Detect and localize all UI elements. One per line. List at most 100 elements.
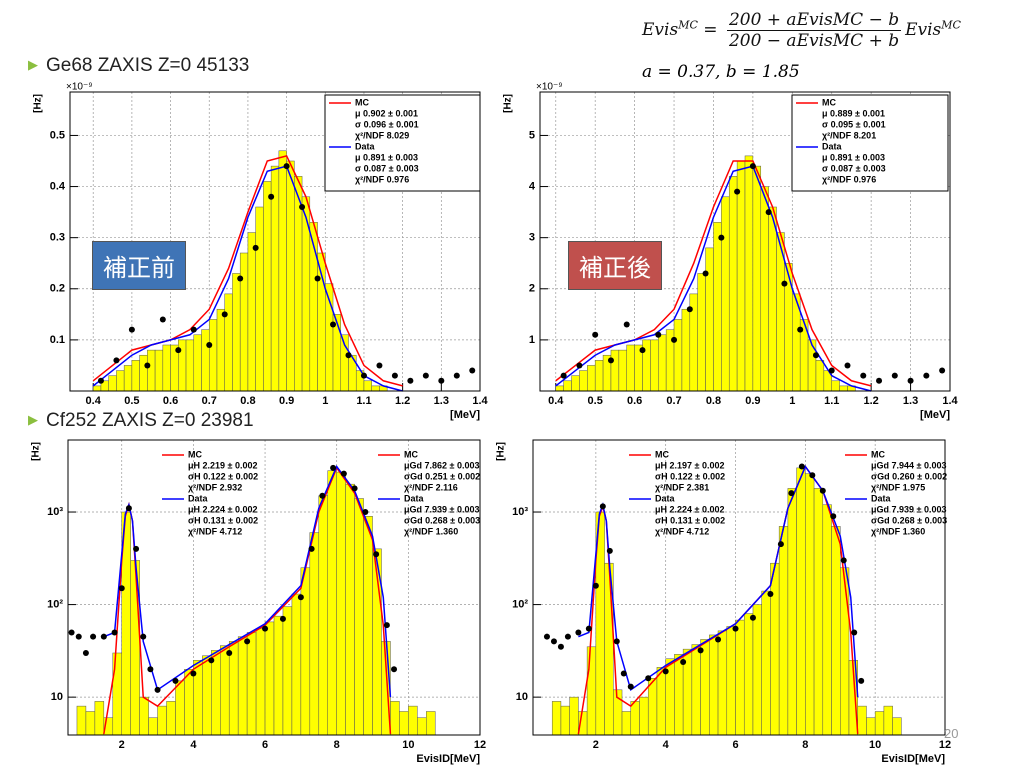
histogram-bar <box>211 650 221 736</box>
data-point <box>819 487 826 494</box>
data-point <box>391 372 398 379</box>
x-axis-label: EvisID[MeV] <box>881 753 945 765</box>
histogram-bar <box>594 360 604 392</box>
data-point <box>812 352 819 359</box>
x-tick-label: 1.4 <box>472 395 488 407</box>
histogram-bar <box>354 498 364 736</box>
histogram-bar <box>237 636 248 736</box>
histogram-bar <box>658 334 667 392</box>
plot-frame <box>532 439 946 736</box>
badge: 補正後 <box>568 241 662 290</box>
histogram-bar <box>639 696 649 736</box>
y-axis-label: [Hz] <box>503 94 514 113</box>
histogram-bar <box>202 655 212 736</box>
data-point <box>383 622 390 629</box>
stats-line: μGd 7.939 ± 0.003 <box>404 504 480 514</box>
histogram-bar <box>363 380 372 392</box>
legend-entry: MC <box>655 449 669 459</box>
stats-line: σ 0.095 ± 0.001 <box>822 119 886 129</box>
x-tick-label: 0.5 <box>588 395 603 407</box>
legend-entry: MC <box>188 449 202 459</box>
data-point <box>208 657 215 664</box>
stats-line: μH 2.224 ± 0.002 <box>655 504 725 514</box>
data-point <box>453 372 460 379</box>
section-title: ▶ Ge68 ZAXIS Z=0 45133 <box>28 55 249 77</box>
histogram-bar <box>705 247 714 392</box>
bullet: ▶ <box>28 412 38 427</box>
histogram-bar <box>263 181 272 392</box>
histogram-bar <box>697 273 706 392</box>
data-point <box>777 541 784 548</box>
histogram-bar <box>193 334 202 392</box>
data-point <box>268 193 275 200</box>
section-text: Ge68 ZAXIS Z=0 45133 <box>46 55 250 76</box>
histogram-bar <box>139 696 149 736</box>
section-text: Cf252 ZAXIS Z=0 23981 <box>46 410 254 431</box>
y-tick-label: 10 <box>51 691 63 703</box>
histogram-bar <box>778 526 789 736</box>
x-tick-label: 8 <box>802 739 808 751</box>
data-point <box>828 367 835 374</box>
x-tick-label: 2 <box>593 739 599 751</box>
data-point <box>543 633 550 640</box>
stats-line: σGd 0.251 ± 0.002 <box>404 471 480 481</box>
data-point <box>111 629 118 636</box>
data-point <box>840 557 847 564</box>
stats-line: σGd 0.268 ± 0.003 <box>871 515 947 525</box>
histogram-bar <box>571 375 580 392</box>
plot-frame <box>69 91 481 392</box>
y-tick-label: 10 <box>516 691 528 703</box>
histogram-bar <box>123 365 133 392</box>
histogram-bar <box>613 689 623 736</box>
x-tick-label: 12 <box>939 739 951 751</box>
histogram-bar <box>282 606 293 736</box>
histogram-bar <box>761 590 771 736</box>
stats-box <box>324 94 481 192</box>
data-point <box>206 342 213 348</box>
stats-line: μH 2.224 ± 0.002 <box>188 504 258 514</box>
legend-entry: MC <box>355 97 369 107</box>
histogram-bar <box>681 308 691 392</box>
x-tick-label: 8 <box>334 739 340 751</box>
data-point <box>606 547 613 554</box>
x-tick-label: 2 <box>119 739 125 751</box>
y-tick-label: 10² <box>512 598 528 610</box>
x-tick-label: 0.9 <box>745 395 760 407</box>
data-point <box>844 362 851 369</box>
data-point <box>550 638 557 645</box>
badge: 補正前 <box>92 241 186 290</box>
data-point <box>297 594 304 601</box>
denominator: 200 − aEvisMC + b <box>728 31 900 51</box>
x-tick-label: 1 <box>322 395 328 407</box>
data-point <box>422 372 429 379</box>
x-tick-label: 0.4 <box>86 395 102 407</box>
stats-line: σH 0.122 ± 0.002 <box>188 471 258 481</box>
histogram-bar <box>768 206 777 392</box>
histogram-bar <box>371 385 380 392</box>
data-point <box>718 234 725 241</box>
y-tick-label: 0.2 <box>50 283 65 295</box>
plot-frame <box>67 439 481 736</box>
section-title: ▶ Cf252 ZAXIS Z=0 23981 <box>28 410 254 432</box>
stats-line: μH 2.197 ± 0.002 <box>655 460 725 470</box>
histogram-bar <box>674 654 684 736</box>
y-tick-label: 5 <box>529 129 535 141</box>
fit-line <box>92 155 403 387</box>
data-point <box>360 372 367 379</box>
histogram-bar <box>85 711 96 736</box>
data-point <box>749 163 756 170</box>
legend-entry: Data <box>355 141 376 151</box>
histogram-bar <box>586 646 597 736</box>
data-point <box>576 362 583 369</box>
formula-lhs: Evis <box>642 20 679 40</box>
data-point <box>809 472 816 479</box>
histogram-bar <box>857 705 867 736</box>
stats-line: χ²/NDF 1.975 <box>871 482 925 492</box>
histogram-bar <box>569 696 579 736</box>
histogram-bar <box>270 165 280 392</box>
histogram-bar <box>555 385 564 392</box>
data-point <box>767 591 774 598</box>
data-point <box>100 633 107 640</box>
data-point <box>438 377 445 384</box>
histogram-bar <box>116 370 125 392</box>
